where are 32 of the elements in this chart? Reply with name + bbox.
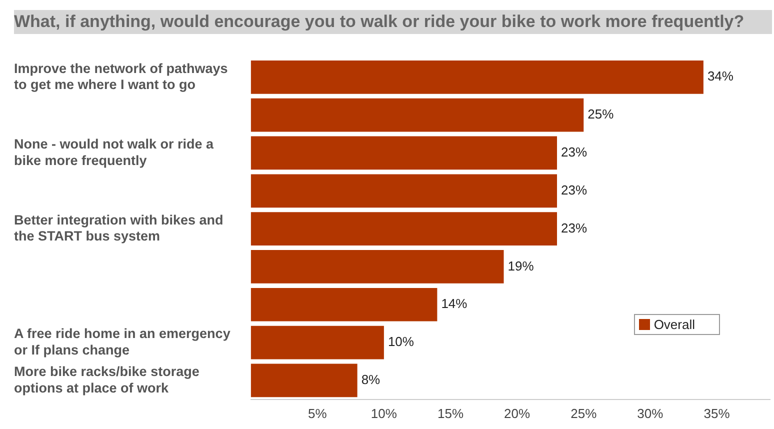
x-tick-label: 35% [704,406,730,421]
data-label: 25% [588,106,614,122]
y-tick-label: None - would not walk or ride a bike more frequently [14,136,214,168]
bar [250,364,358,398]
data-label: 23% [561,144,588,160]
x-tick-label: 20% [504,406,531,421]
bar [250,136,558,170]
x-tick-label: 30% [637,406,664,421]
data-label: 10% [388,334,414,350]
bar [250,98,584,132]
bar [250,288,438,322]
bar [250,250,504,284]
y-tick-label: Better integration with bikes and the START bus system [14,212,224,244]
x-tick-label: 25% [570,406,598,421]
x-tick-label: 5% [308,406,328,421]
bar [250,60,704,94]
y-tick-label: A free ride home in an emergency or If plans change [14,326,231,358]
x-tick-label: 10% [370,406,398,421]
data-label: 34% [707,68,734,84]
data-label: 23% [561,182,588,198]
y-tick-label: Improve the network of pathways to get me where I want to go [14,60,228,92]
data-label: 19% [508,258,534,274]
legend-label: Overall [654,317,695,332]
data-label: 23% [561,220,588,236]
x-tick-label: 15% [437,406,464,421]
y-tick-label: More bike racks/bike storage options at place of work [14,364,200,396]
data-label: 14% [441,296,468,312]
chart-title: What, if anything, would encourage you to walk or ride your bike to work more frequently? [14,10,772,34]
data-label: 8% [361,372,381,388]
bar [250,174,558,208]
bar [250,212,558,246]
bar [250,326,384,360]
